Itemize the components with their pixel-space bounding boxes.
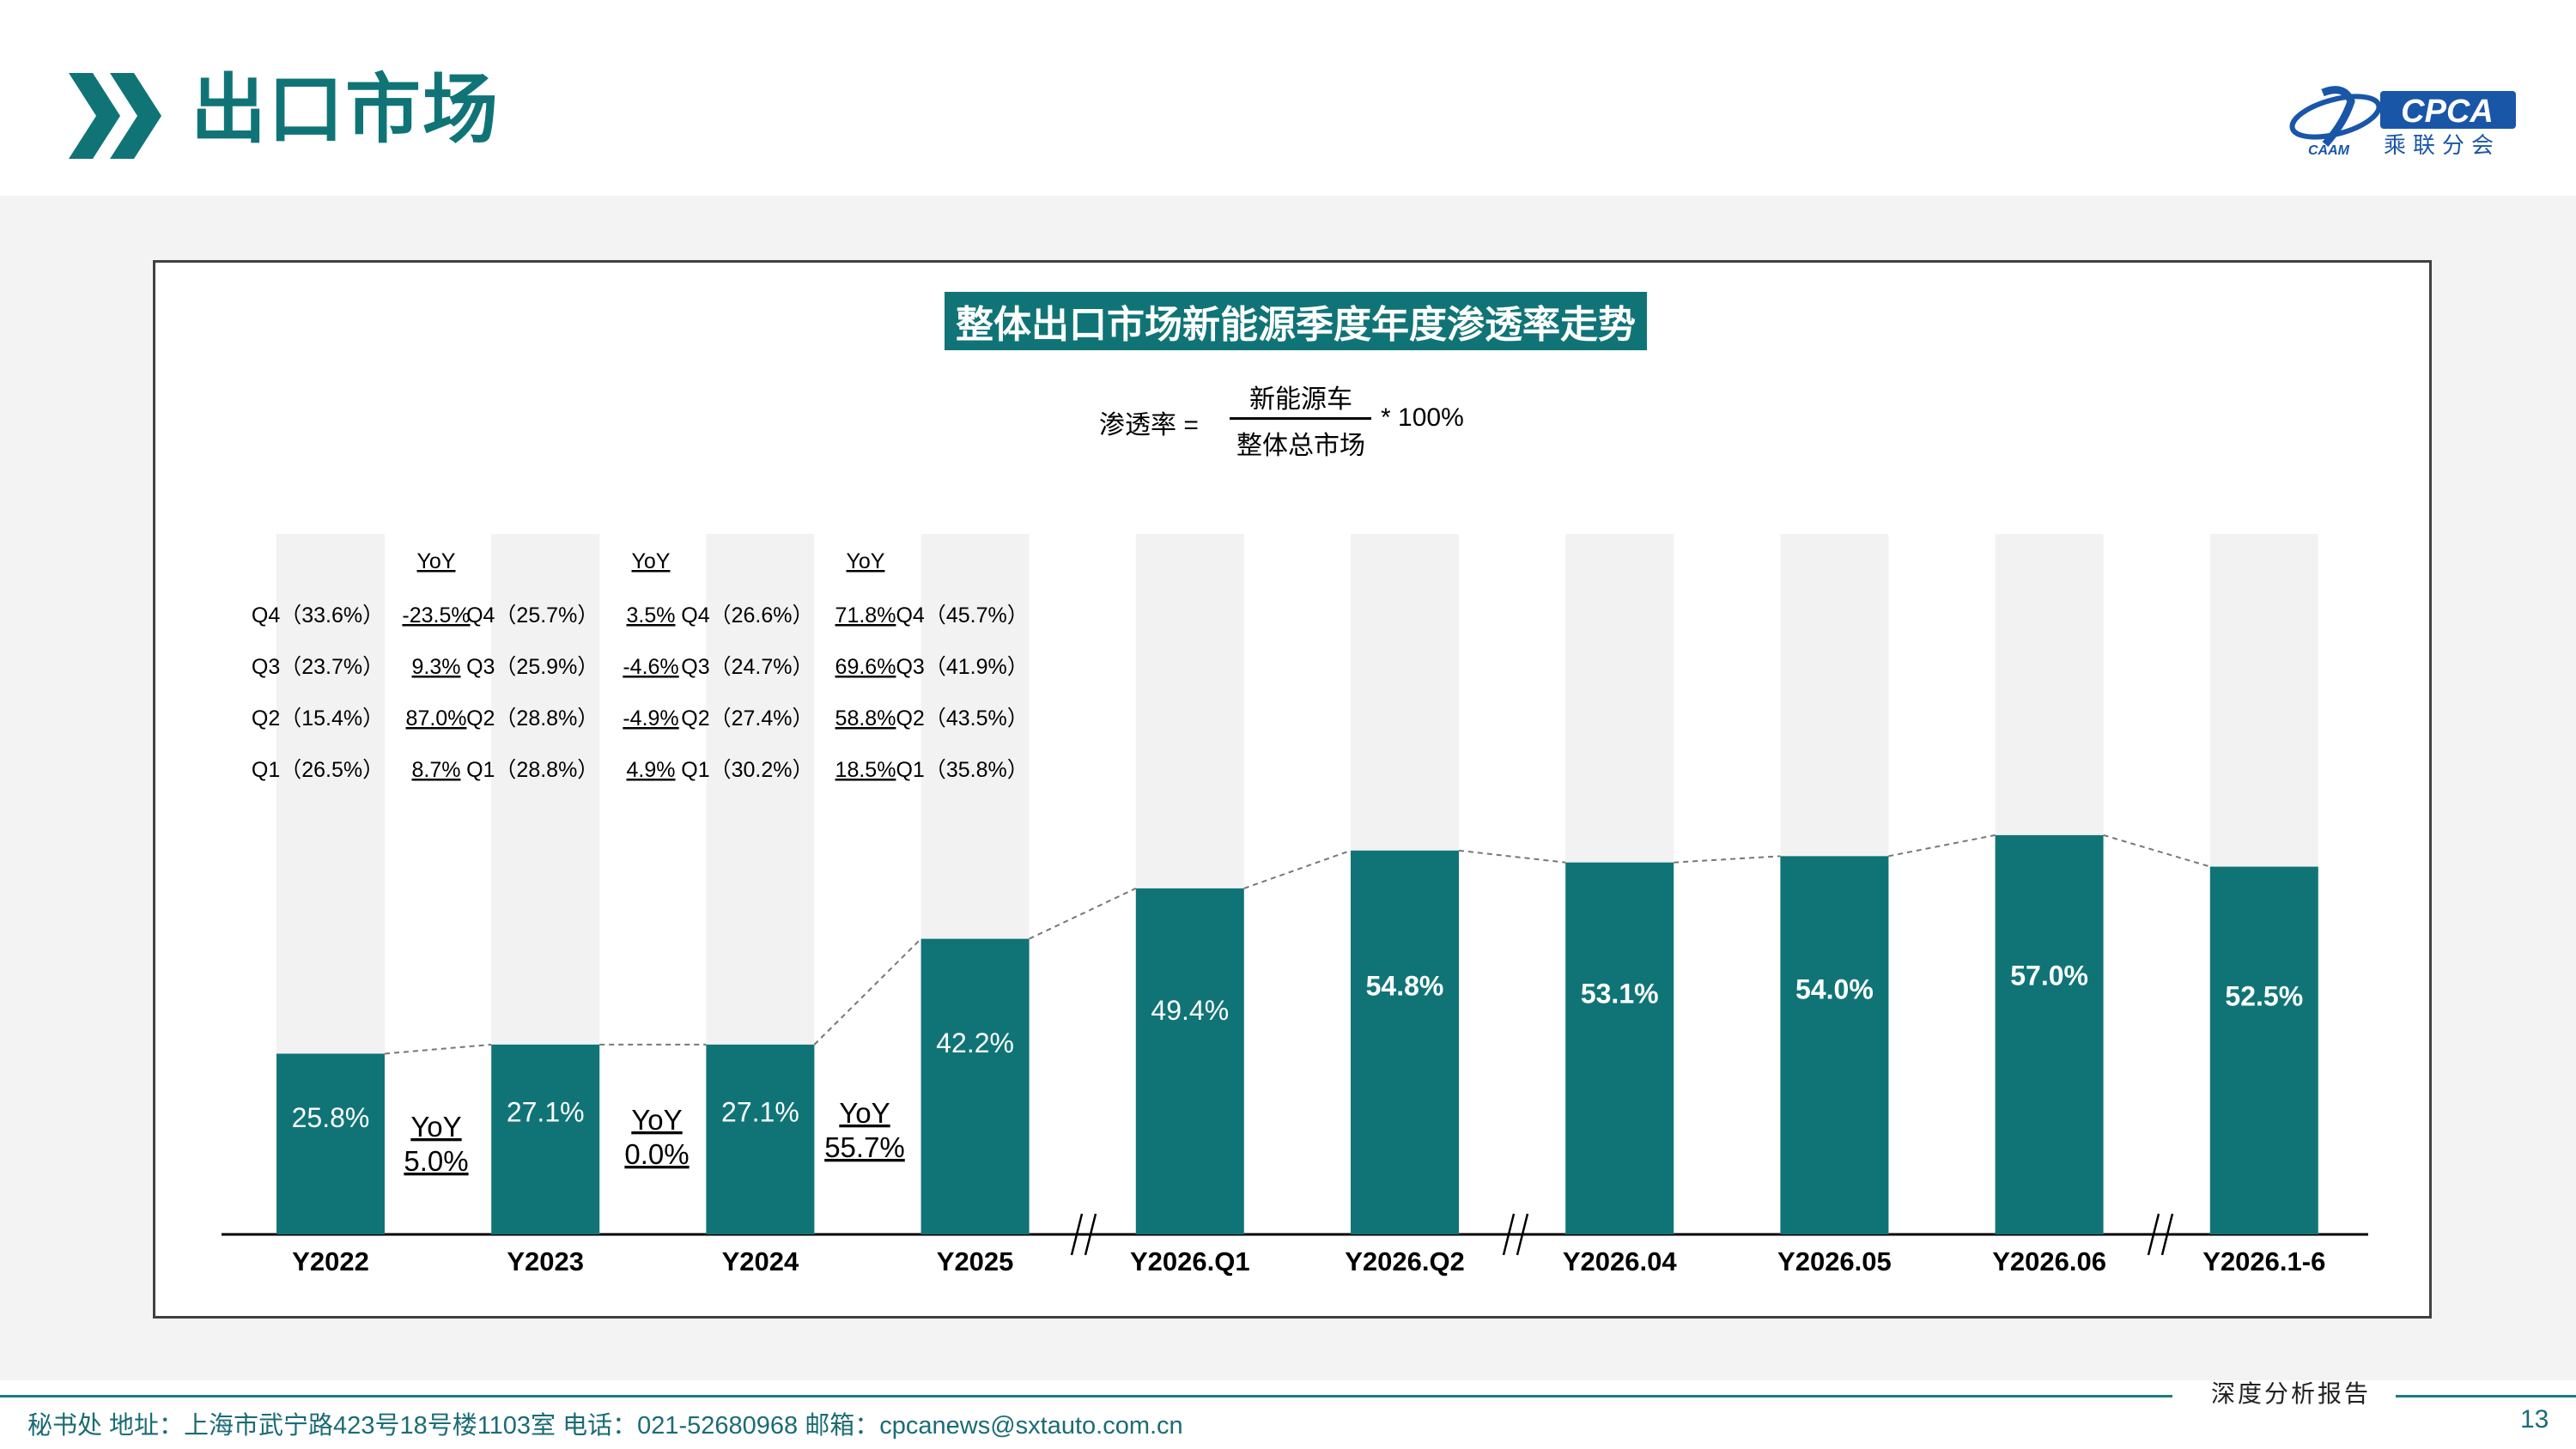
quarter-share-label: Q2（15.4%） — [252, 706, 384, 731]
formula-lhs: 渗透率 = — [1099, 411, 1199, 440]
quarter-share-label: Q4（25.7%） — [466, 603, 598, 627]
quarter-yoy-value: -23.5% — [402, 603, 470, 627]
bar — [1780, 856, 1889, 1234]
quarter-yoy-value: 18.5% — [835, 758, 896, 782]
annual-yoy-value: 5.0% — [404, 1145, 468, 1177]
footer-report-tag: 深度分析报告 — [2211, 1379, 2372, 1408]
data-label: 52.5% — [2225, 981, 2303, 1012]
trend-connector — [2103, 834, 2211, 868]
axis-break-mark — [1502, 1213, 1516, 1256]
axis-break-mark — [1084, 1213, 1097, 1256]
bar — [491, 1044, 600, 1234]
data-label: 49.4% — [1151, 995, 1229, 1026]
quarter-share-label: Q3（23.7%） — [252, 655, 384, 679]
x-tick-label: Y2026.1-6 — [2202, 1246, 2325, 1276]
axis-break-mark — [2147, 1213, 2160, 1256]
svg-text:乘联分会: 乘联分会 — [2384, 133, 2500, 159]
data-label: 57.0% — [2010, 961, 2088, 991]
bar — [706, 1044, 815, 1234]
trend-connector — [1029, 887, 1137, 940]
quarter-share-label: Q1（26.5%） — [252, 758, 384, 782]
data-label: 25.8% — [292, 1102, 370, 1133]
bar — [1135, 888, 1244, 1234]
data-label: 27.1% — [721, 1096, 799, 1127]
quarter-share-label: Q4（45.7%） — [896, 603, 1028, 627]
quarter-yoy-value: 71.8% — [835, 603, 896, 627]
quarter-yoy-value: 87.0% — [406, 706, 467, 731]
quarter-yoy-value: -4.6% — [623, 655, 678, 679]
cpca-logo: CAAM CPCA 乘联分会 — [2289, 86, 2516, 159]
annual-yoy-label: YoY — [631, 1104, 682, 1136]
quarter-share-label: Q3（25.9%） — [466, 655, 598, 679]
quarter-yoy-value: -4.9% — [623, 706, 678, 731]
x-tick-label: Y2026.05 — [1777, 1246, 1892, 1276]
quarter-yoy-value: 9.3% — [412, 655, 461, 679]
quarter-yoy-value: 69.6% — [835, 655, 896, 679]
trend-connector — [1888, 834, 1996, 858]
annual-yoy-value: 0.0% — [624, 1138, 689, 1170]
bar — [920, 938, 1030, 1234]
data-label: 54.8% — [1366, 970, 1444, 1001]
chevron-right-icon — [69, 73, 161, 159]
quarter-share-label: Q2（27.4%） — [681, 706, 813, 731]
quarter-share-label: Q3（41.9%） — [896, 655, 1028, 679]
quarter-share-label: Q1（28.8%） — [466, 758, 598, 782]
formula-denominator: 整体总市场 — [1236, 432, 1365, 460]
svg-text:CPCA: CPCA — [2401, 94, 2494, 130]
quarter-yoy-header: YoY — [632, 549, 671, 573]
data-label: 27.1% — [507, 1096, 585, 1127]
quarter-share-label: Q2（43.5%） — [896, 706, 1028, 731]
quarter-yoy-value: 8.7% — [412, 758, 461, 782]
x-tick-label: Y2026.04 — [1563, 1246, 1677, 1276]
x-tick-label: Y2022 — [292, 1246, 369, 1276]
data-label: 42.2% — [936, 1028, 1014, 1058]
bar — [276, 1053, 385, 1234]
formula-fraction-bar — [1230, 417, 1371, 420]
footer-divider-right — [2396, 1395, 2576, 1397]
bar — [1351, 850, 1459, 1234]
page-title: 出口市场 — [191, 67, 501, 152]
chart-title: 整体出口市场新能源季度年度渗透率走势 — [945, 292, 1647, 350]
quarter-yoy-value: 4.9% — [627, 758, 676, 782]
quarter-share-label: Q4（26.6%） — [681, 603, 813, 627]
trend-connector — [1243, 849, 1352, 889]
page-number: 13 — [2520, 1405, 2549, 1434]
data-label: 54.0% — [1795, 974, 1874, 1005]
x-tick-label: Y2024 — [722, 1246, 799, 1276]
trend-connector — [384, 1043, 492, 1055]
axis-break-mark — [1070, 1213, 1084, 1256]
footer-divider — [0, 1395, 2172, 1397]
quarter-share-label: Q2（28.8%） — [466, 706, 598, 731]
quarter-yoy-value: 3.5% — [627, 603, 676, 627]
annual-yoy-label: YoY — [839, 1097, 890, 1129]
x-tick-label: Y2023 — [507, 1246, 584, 1276]
quarter-share-label: Q3（24.7%） — [681, 655, 813, 679]
formula-numerator: 新能源车 — [1249, 385, 1352, 414]
quarter-yoy-header: YoY — [417, 549, 456, 573]
bar — [2209, 866, 2318, 1234]
quarter-yoy-value: 58.8% — [835, 706, 896, 731]
formula-rhs: * 100% — [1381, 403, 1464, 432]
quarter-yoy-header: YoY — [847, 549, 885, 573]
trend-connector — [1674, 855, 1781, 864]
trend-connector — [813, 937, 922, 1046]
x-tick-label: Y2026.Q2 — [1345, 1246, 1465, 1276]
x-tick-label: Y2026.Q1 — [1130, 1246, 1250, 1276]
annual-yoy-value: 55.7% — [824, 1131, 905, 1163]
quarter-share-label: Q4（33.6%） — [252, 603, 384, 627]
axis-break-mark — [1516, 1213, 1529, 1256]
svg-text:CAAM: CAAM — [2308, 143, 2350, 158]
axis-break-mark — [2160, 1213, 2174, 1256]
trend-connector — [1458, 849, 1566, 864]
footer-contact: 秘书处 地址：上海市武宁路423号18号楼1103室 电话：021-526809… — [27, 1412, 1183, 1440]
bar — [1995, 834, 2104, 1234]
quarter-share-label: Q1（30.2%） — [681, 758, 813, 782]
annual-yoy-label: YoY — [410, 1111, 461, 1143]
quarter-share-label: Q1（35.8%） — [896, 758, 1028, 782]
x-tick-label: Y2025 — [937, 1246, 1014, 1276]
data-label: 53.1% — [1581, 978, 1659, 1009]
bar — [1565, 862, 1674, 1234]
x-tick-label: Y2026.06 — [1992, 1246, 2106, 1276]
